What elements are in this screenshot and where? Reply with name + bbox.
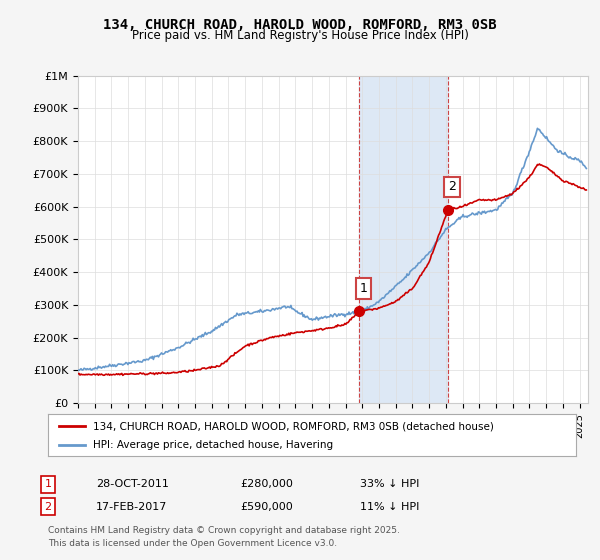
Text: 134, CHURCH ROAD, HAROLD WOOD, ROMFORD, RM3 0SB: 134, CHURCH ROAD, HAROLD WOOD, ROMFORD, …: [103, 18, 497, 32]
Text: 2: 2: [448, 180, 456, 194]
Text: 1: 1: [44, 479, 52, 489]
Text: Contains HM Land Registry data © Crown copyright and database right 2025.
This d: Contains HM Land Registry data © Crown c…: [48, 526, 400, 548]
Text: 2: 2: [44, 502, 52, 512]
Bar: [359, 76, 448, 403]
Text: 33% ↓ HPI: 33% ↓ HPI: [360, 479, 419, 489]
Text: 1: 1: [359, 282, 368, 295]
Text: 134, CHURCH ROAD, HAROLD WOOD, ROMFORD, RM3 0SB (detached house): 134, CHURCH ROAD, HAROLD WOOD, ROMFORD, …: [93, 421, 494, 431]
Text: £590,000: £590,000: [240, 502, 293, 512]
Text: 11% ↓ HPI: 11% ↓ HPI: [360, 502, 419, 512]
Text: 17-FEB-2017: 17-FEB-2017: [96, 502, 167, 512]
Text: 28-OCT-2011: 28-OCT-2011: [96, 479, 169, 489]
Text: Price paid vs. HM Land Registry's House Price Index (HPI): Price paid vs. HM Land Registry's House …: [131, 29, 469, 42]
Text: HPI: Average price, detached house, Havering: HPI: Average price, detached house, Have…: [93, 440, 333, 450]
Text: £280,000: £280,000: [240, 479, 293, 489]
